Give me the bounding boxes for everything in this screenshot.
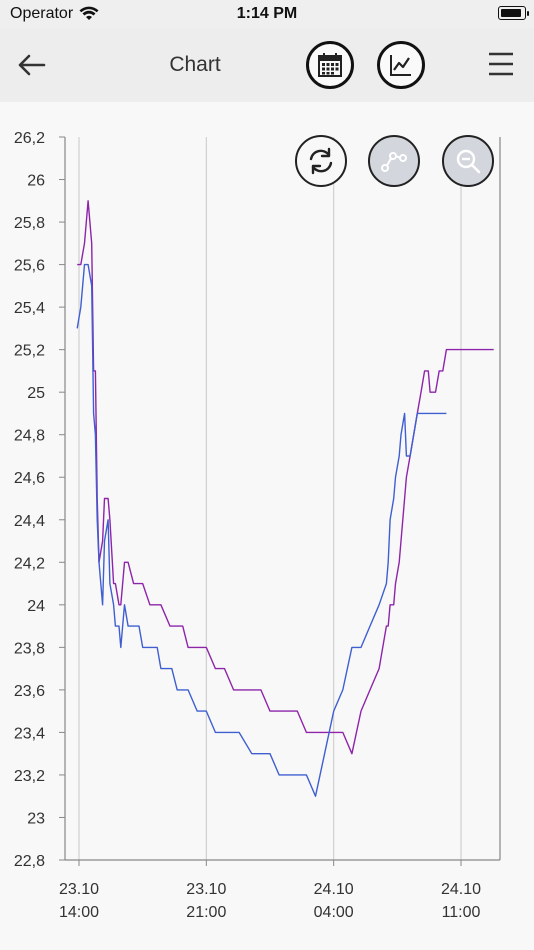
arrow-left-icon [18,54,46,76]
calendar-button[interactable] [306,41,354,89]
app-header: Chart [0,28,534,102]
y-tick-label: 26,2 [14,130,45,147]
y-tick-label: 25,4 [14,300,45,317]
y-tick-label: 24,2 [14,555,45,572]
data-points-icon [381,152,407,172]
refresh-button[interactable] [295,135,347,187]
x-tick-time: 04:00 [314,904,354,921]
page-title: Chart [169,53,221,76]
series-line-1 [77,200,494,755]
line-chart-icon [390,55,411,76]
line-chart[interactable]: 22,8 23 23,2 23,4 23,6 23,8 24 24,2 24,4 24,6 24,8… [0,102,534,950]
y-tick-label: 22,8 [14,853,45,870]
x-tick-date: 24.10 [314,881,354,898]
y-tick-label: 25 [27,385,45,402]
wifi-icon [79,6,99,20]
carrier-label: Operator [10,5,74,22]
x-tick-date: 23.10 [59,881,99,898]
series-line-2 [76,263,447,797]
y-tick-label: 25,8 [14,215,45,232]
zoom-out-button[interactable] [442,135,494,187]
y-tick-label: 26 [27,173,45,190]
status-time: 1:14 PM [236,5,298,22]
hamburger-menu-icon [489,52,513,76]
y-tick-label: 23,2 [14,768,45,785]
x-tick-time: 11:00 [442,904,481,921]
x-tick-time: 14:00 [59,904,99,921]
data-points-button[interactable] [368,135,420,187]
y-tick-label: 25,6 [14,258,45,275]
status-bar: Operator 1:14 PM [0,0,534,28]
menu-button[interactable] [486,50,516,80]
y-tick-label: 23,6 [14,683,45,700]
y-tick-label: 23 [27,810,45,827]
back-button[interactable] [14,50,50,80]
y-tick-label: 24,4 [14,513,45,530]
chart-type-button[interactable] [377,41,425,89]
y-tick-label: 25,2 [14,343,45,360]
x-tick-date: 23.10 [186,881,226,898]
x-tick-time: 21:00 [186,904,226,921]
y-tick-label: 23,4 [14,725,45,742]
zoom-out-icon [456,149,481,174]
y-tick-label: 24 [27,598,45,615]
refresh-icon [309,147,333,175]
y-tick-label: 23,8 [14,640,45,657]
chart-area[interactable]: 22,8 23 23,2 23,4 23,6 23,8 24 24,2 24,4 24,6 24,8… [0,102,534,950]
carrier-group: Operator [10,5,99,23]
calendar-icon [318,53,342,77]
x-tick-date: 24.10 [441,881,481,898]
battery-icon [498,6,529,20]
y-tick-label: 24,8 [14,428,45,445]
y-tick-label: 24,6 [14,470,45,487]
